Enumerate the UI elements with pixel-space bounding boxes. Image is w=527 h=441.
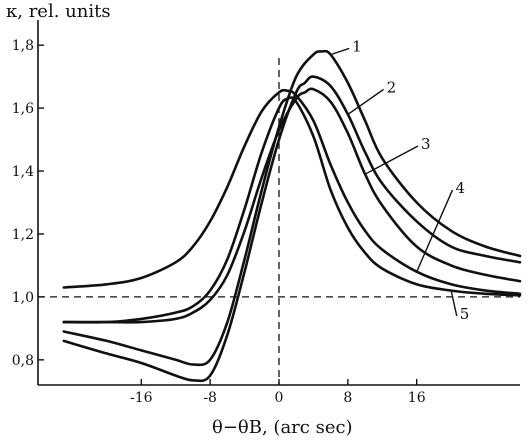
y-tick-label: 1,6 <box>12 101 34 117</box>
y-tick-label: 1,2 <box>12 227 34 243</box>
y-tick-label: 1,4 <box>12 164 34 180</box>
label-leader-1 <box>330 47 350 56</box>
y-tick-label: 1,8 <box>12 38 34 54</box>
x-tick-label: 0 <box>275 390 284 406</box>
x-tick-label: -8 <box>203 390 217 406</box>
label-leader-3 <box>364 145 419 175</box>
x-tick-label: -16 <box>130 390 153 406</box>
series-line-2 <box>62 75 522 383</box>
curve-labels: 1 2 3 4 5 <box>330 37 470 323</box>
x-axis-title: θ−θB, (arc sec) <box>212 417 353 438</box>
series-line-5 <box>62 96 522 324</box>
series-label-2: 2 <box>387 78 397 96</box>
x-tick-label: 16 <box>408 390 426 406</box>
series-label-1: 1 <box>352 37 362 55</box>
y-tick-label: 0,8 <box>12 353 34 369</box>
x-tick-label: 8 <box>343 390 352 406</box>
label-leader-4 <box>416 189 454 273</box>
series-label-3: 3 <box>421 135 431 153</box>
series-label-4: 4 <box>455 179 465 197</box>
y-axis-title: κ, rel. units <box>6 1 111 22</box>
series-line-4 <box>62 88 522 296</box>
label-leader-5 <box>450 290 458 317</box>
ticks: -16 -8 0 8 16 0,8 1,0 1,2 1,4 1,6 1,8 <box>12 38 426 406</box>
reference-lines <box>38 58 520 385</box>
series-label-5: 5 <box>460 305 470 323</box>
y-tick-label: 1,0 <box>12 290 34 306</box>
curves <box>62 49 522 383</box>
series-line-1 <box>62 49 522 367</box>
label-leader-2 <box>347 88 384 115</box>
series-line-3 <box>62 87 522 324</box>
